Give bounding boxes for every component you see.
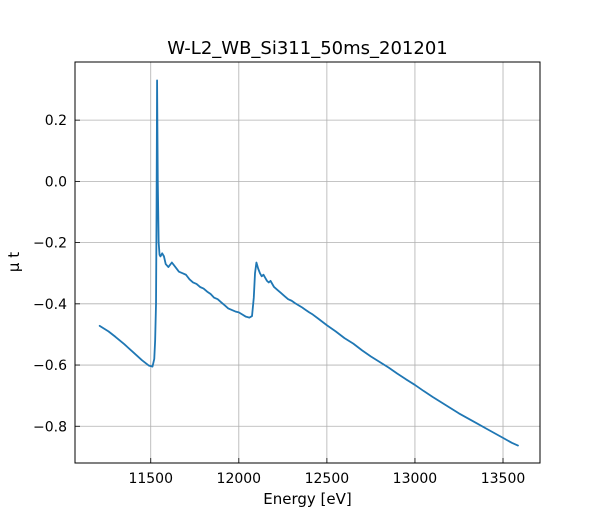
y-tick-label: −0.2 xyxy=(33,236,67,252)
x-tick-label: 13500 xyxy=(481,471,526,487)
x-tick-label: 13000 xyxy=(393,471,438,487)
x-tick-label: 12500 xyxy=(305,471,350,487)
x-tick-label: 11500 xyxy=(128,471,173,487)
x-axis-label: Energy [eV] xyxy=(263,490,351,508)
x-axis-ticks: 11500 12000 12500 13000 13500 xyxy=(128,458,525,487)
x-tick-label: 12000 xyxy=(217,471,262,487)
y-tick-label: −0.6 xyxy=(33,358,67,374)
series-line-0 xyxy=(98,79,519,447)
y-tick-label: 0.0 xyxy=(45,174,67,190)
y-axis-ticks: 0.2 0.0 −0.2 −0.4 −0.6 −0.8 xyxy=(33,113,80,435)
plot-frame xyxy=(74,61,541,464)
y-axis-label: μ t xyxy=(5,252,23,272)
y-tick-label: −0.4 xyxy=(33,297,67,313)
grid-lines xyxy=(75,62,540,463)
y-tick-label: −0.8 xyxy=(33,419,67,435)
chart-title: W-L2_WB_Si311_50ms_201201 xyxy=(167,38,448,59)
series-layer xyxy=(98,79,519,447)
y-tick-label: 0.2 xyxy=(45,113,67,129)
